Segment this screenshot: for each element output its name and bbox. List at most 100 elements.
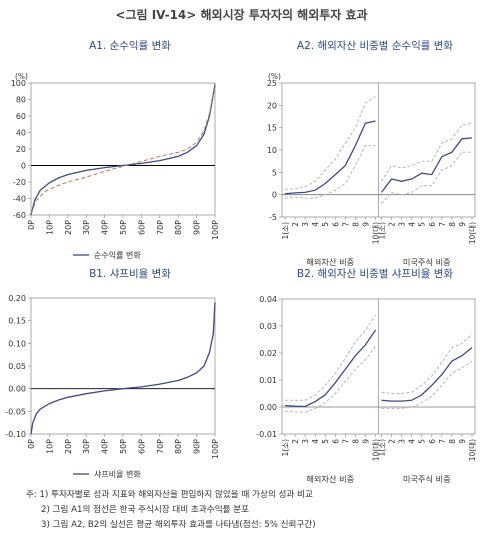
chart-a1-ytick-label: 60 [16, 112, 26, 121]
chart-b2-ytick-label: -0.01 [256, 430, 277, 439]
chart-b2-group-label: 미국주식 비중 [403, 474, 451, 484]
chart-b2-ytick-label: 0.03 [259, 322, 277, 331]
chart-a2-ytick-label: 10 [267, 146, 277, 155]
chart-b1-xtick-label: 60P [137, 439, 146, 454]
chart-b1-xtick-label: 90P [193, 439, 202, 454]
chart-b1-xtick-label: 100P [211, 439, 220, 459]
chart-b1-plot-frame [30, 297, 216, 435]
chart-a2-ci-lower-line [284, 145, 376, 199]
chart-b2-xtick-label: 7 [341, 439, 350, 444]
chart-a1-xtick-label: 70P [156, 220, 165, 235]
chart-b2-xtick-label: 10(대) [372, 439, 381, 461]
chart-a2-ci-upper-line [381, 122, 473, 182]
chart-a2-xtick-label: 9 [458, 222, 467, 227]
chart-b2-xtick-label: 5 [321, 439, 330, 444]
chart-a2-xtick-label: 2 [291, 222, 300, 227]
chart-a2-xtick-label: 6 [331, 222, 340, 227]
chart-a1-series-line [30, 84, 216, 216]
chart-a1-ytick-label: 40 [16, 129, 26, 138]
chart-b1-xtick-label: 50P [119, 439, 128, 454]
footnote-1: 주: 1) 투자자별로 성과 지표와 해외자산을 편입하지 않았을 때 가상의 … [26, 490, 313, 500]
chart-a2-group-label: 해외자산 비중 [306, 257, 354, 267]
chart-b1-ytick-label: 0.10 [8, 339, 26, 348]
chart-a2-xtick-label: 9 [361, 222, 370, 227]
chart-a1-legend-label: 순수익률 변화 [94, 250, 141, 260]
chart-a1-xtick-label: 50P [119, 220, 128, 235]
chart-b2-group-label: 해외자산 비중 [306, 474, 354, 484]
chart-b1-ytick-label: 0.15 [8, 317, 26, 326]
chart-a2-ytick-label: 20 [267, 101, 277, 110]
chart-b1-legend-label: 샤프비율 변화 [94, 469, 141, 479]
chart-a1-xtick-label: 90P [193, 220, 202, 235]
chart-b2-ci-upper-line [381, 333, 473, 394]
chart-a2-ytick-label: 5 [272, 168, 277, 177]
chart-a1-ytick-label: 100 [11, 79, 26, 88]
chart-a2-ytick-label: -5 [269, 213, 277, 222]
chart-a1-series-dashed-line [30, 82, 216, 214]
figure-title: <그림 IV-14> 해외시장 투자자의 해외투자 효과 [115, 8, 368, 22]
chart-b2-xtick-label: 4 [408, 439, 417, 444]
footnotes: 주: 1) 투자자별로 성과 지표와 해외자산을 편입하지 않았을 때 가상의 … [26, 488, 316, 533]
chart-a1-ytick-label: -60 [13, 211, 26, 220]
chart-b1-xtick-label: 40P [101, 439, 110, 454]
chart-b2-ytick-label: 0.04 [259, 295, 277, 304]
chart-a2-xtick-label: 7 [341, 222, 350, 227]
chart-a2-xtick-label: 6 [428, 222, 437, 227]
chart-b2-xtick-label: 9 [361, 439, 370, 444]
chart-a2-ci-upper-line [284, 95, 376, 190]
chart-b2-xtick-label: 3 [301, 439, 310, 444]
chart-b2-title: B2. 해외자산 비중별 샤프비율 변화 [296, 268, 454, 280]
chart-b2-xtick-label: 10(대) [468, 439, 477, 461]
chart-a1-xtick-label: 0P [27, 220, 36, 230]
chart-a2-xtick-label: 8 [351, 222, 360, 227]
chart-b1-ytick-label: 0.05 [8, 362, 26, 371]
chart-b2-xtick-label: 1(소) [378, 439, 387, 457]
chart-b2-xtick-label: 5 [418, 439, 427, 444]
chart-b1-xtick-label: 30P [82, 439, 91, 454]
chart-b2-ci-upper-line [285, 314, 376, 401]
chart-b2-ci-lower-line [284, 346, 376, 413]
chart-a2-xtick-label: 1(소) [378, 222, 387, 240]
chart-a2-title: A2. 해외자산 비중별 순수익률 변화 [296, 40, 454, 52]
chart-a1-xtick-label: 80P [174, 220, 183, 235]
chart-b2-xtick-label: 8 [351, 439, 360, 444]
chart-b1-xtick-label: 0P [27, 439, 36, 449]
chart-a2-xtick-label: 1(소) [281, 222, 290, 240]
chart-a2-xtick-label: 3 [301, 222, 310, 227]
chart-a2-mean-line [380, 137, 473, 193]
chart-a2-xtick-label: 4 [408, 222, 417, 227]
footnote-3: 3) 그림 A2, B2의 실선은 평균 해외투자 효과를 나타냄(점선: 5%… [41, 520, 316, 530]
chart-b1-xtick-label: 10P [45, 439, 54, 454]
chart-b2-xtick-label: 9 [458, 439, 467, 444]
chart-a2-unit-label: (%) [268, 72, 281, 81]
chart-a1-xtick-label: 40P [101, 220, 110, 235]
chart-a2-xtick-label: 5 [321, 222, 330, 227]
chart-a1-ytick-label: 80 [16, 96, 26, 105]
chart-a2-xtick-label: 5 [418, 222, 427, 227]
chart-a2-xtick-label: 3 [398, 222, 407, 227]
chart-b1-series-line [30, 302, 216, 435]
chart-a1-ytick-label: 20 [16, 145, 26, 154]
chart-a1-ytick-label: -40 [13, 195, 26, 204]
chart-b2-xtick-label: 2 [291, 439, 300, 444]
chart-a1-plot-frame [30, 82, 216, 216]
chart-b2-xtick-label: 1(소) [281, 439, 290, 457]
chart-a1-xtick-label: 30P [82, 220, 91, 235]
chart-b1-ytick-label: 0.20 [8, 294, 26, 303]
chart-a1-xtick-label: 100P [211, 220, 220, 240]
chart-b1-ytick-label: -0.10 [5, 430, 26, 439]
chart-a2-ytick-label: 25 [267, 79, 277, 88]
chart-b2-ci-lower-line [381, 360, 473, 409]
chart-b2-xtick-label: 3 [398, 439, 407, 444]
chart-a1-ytick-label: 0 [21, 162, 26, 171]
chart-b1-ytick-label: -0.05 [5, 407, 26, 416]
chart-b2-ytick-label: 0.02 [259, 349, 277, 358]
chart-b1-ytick-label: 0.00 [8, 385, 26, 394]
chart-b2-ytick-label: 0.01 [259, 376, 277, 385]
chart-a2-xtick-label: 10(대) [468, 222, 477, 244]
chart-b2-xtick-label: 8 [448, 439, 457, 444]
chart-a1-ytick-label: -20 [13, 178, 26, 187]
chart-a2-group-label: 미국주식 비중 [403, 257, 451, 267]
chart-a2-ci-lower-line [381, 151, 472, 204]
